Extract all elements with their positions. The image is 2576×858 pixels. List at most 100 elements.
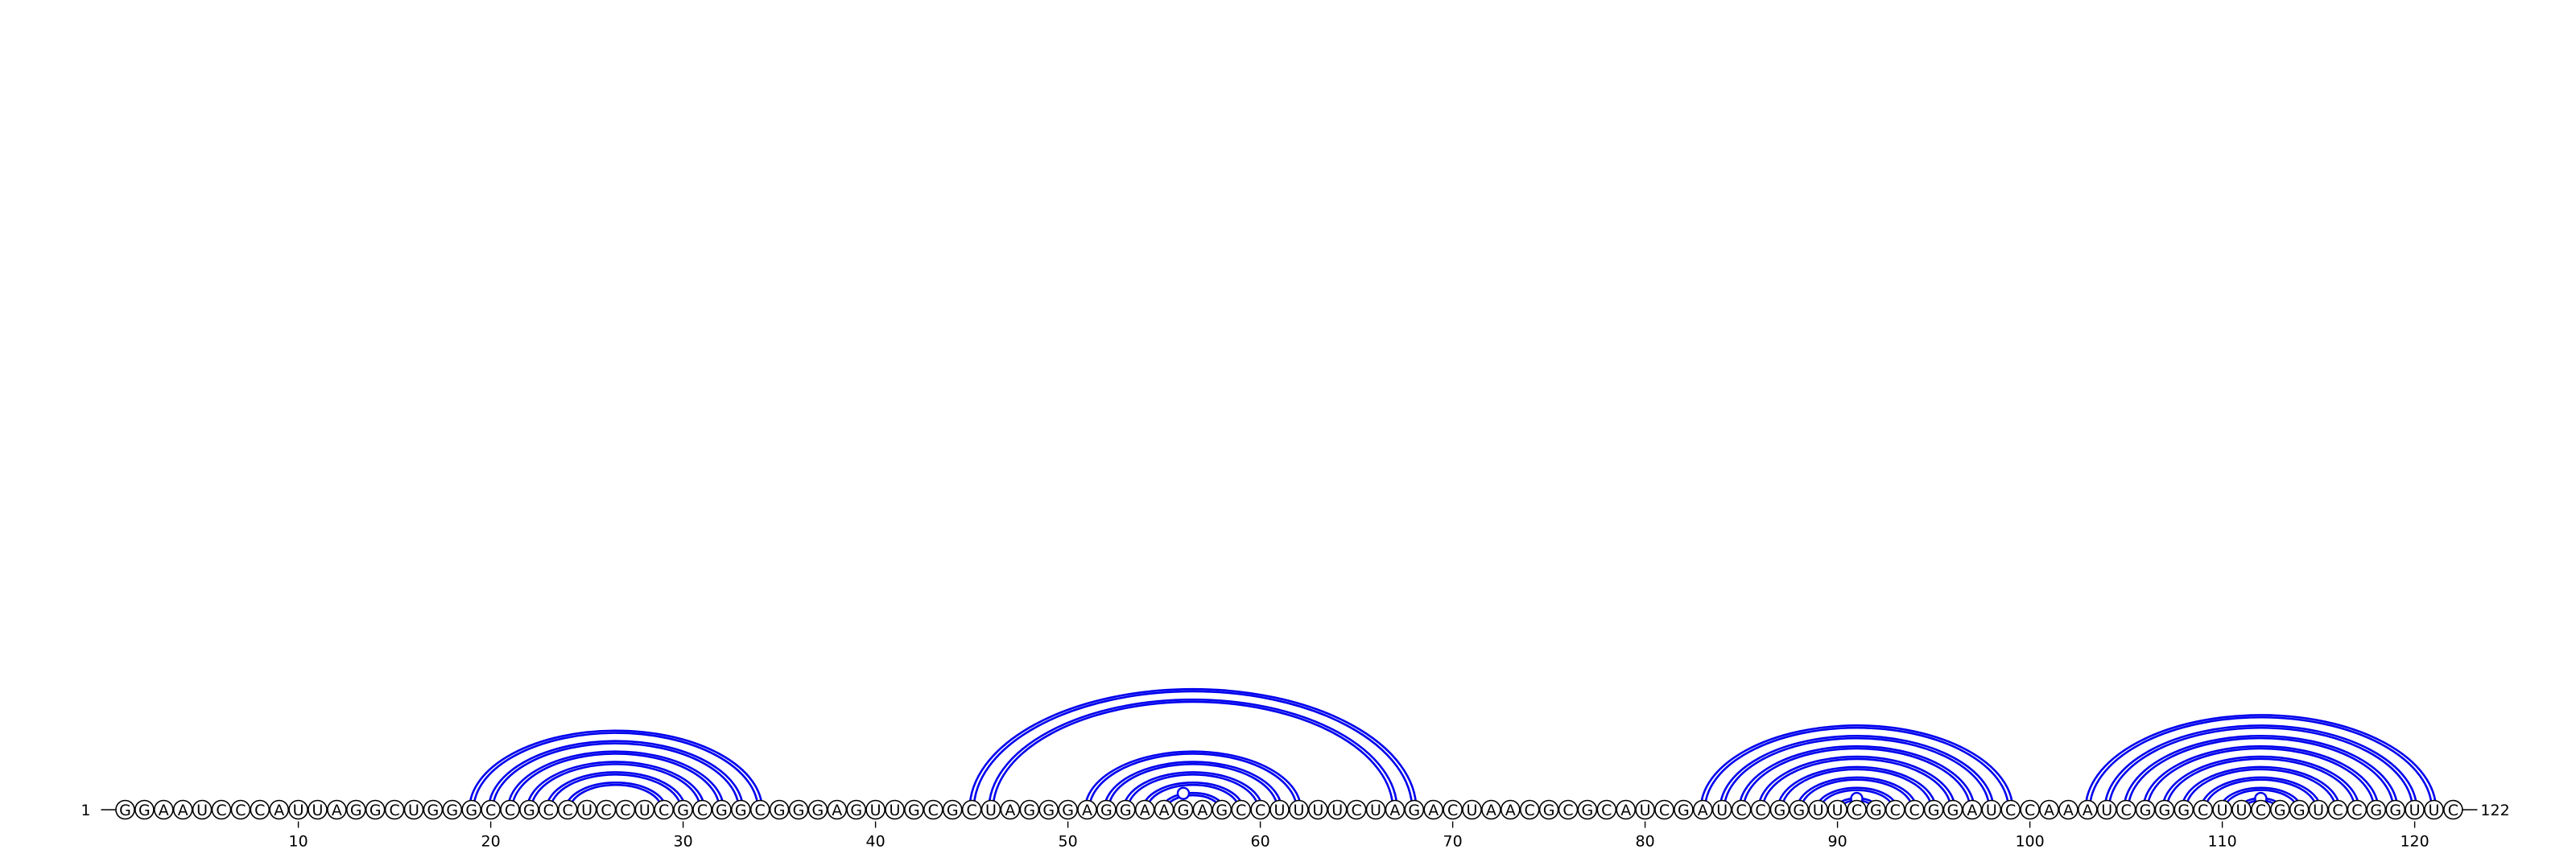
nucleotide-38: A — [827, 799, 848, 820]
nucleotide-25: U — [576, 799, 597, 820]
nucleotide-1: G — [115, 799, 135, 820]
base-pair-arc-103-121 — [2084, 714, 2438, 811]
nucleotide-letter: G — [1947, 802, 1959, 819]
nucleotide-circle — [1769, 799, 1790, 820]
nucleotide-letter: C — [254, 802, 265, 819]
nucleotide-circle — [2289, 799, 2310, 820]
nucleotide-circle — [1365, 799, 1386, 820]
tick-label: 20 — [481, 833, 501, 851]
nucleotide-9: A — [269, 799, 290, 820]
nucleotide-circle — [596, 799, 617, 820]
nucleotide-circle — [980, 799, 1001, 820]
nucleotide-103: A — [2078, 799, 2098, 820]
nucleotide-letter: C — [1736, 802, 1746, 819]
nucleotide-51: A — [1077, 799, 1097, 820]
nucleotide-letter: U — [1312, 802, 1323, 819]
nucleotide-circle — [692, 799, 712, 820]
nucleotide-letter: G — [2140, 802, 2152, 819]
nucleotide-letter: G — [1120, 802, 1132, 819]
nucleotide-circle — [2116, 799, 2136, 820]
nucleotide-letter: U — [1640, 802, 1651, 819]
end-label: 122 — [2480, 802, 2509, 819]
nucleotide-circle — [1116, 799, 1136, 820]
nucleotide-63: U — [1308, 799, 1328, 820]
nucleotide-letter: C — [1563, 802, 1573, 819]
nucleotide-110: U — [2212, 799, 2232, 820]
nucleotide-letter: G — [947, 802, 959, 819]
tick-120: 120 — [2400, 821, 2429, 851]
nucleotide-letter: C — [1447, 802, 1458, 819]
base-pair-arc-85-97 — [1738, 745, 1975, 811]
start-label: 1 — [81, 802, 91, 819]
tick-70: 70 — [1443, 821, 1463, 851]
nucleotide-54: A — [1134, 799, 1155, 820]
nucleotide-circle — [961, 799, 982, 820]
nucleotide-letter: G — [427, 802, 440, 819]
nucleotide-letter: A — [274, 802, 284, 819]
nucleotide-circle — [557, 799, 578, 820]
nucleotide-26: C — [596, 799, 617, 820]
nucleotide-50: G — [1058, 799, 1078, 820]
nucleotide-letter: G — [2389, 802, 2401, 819]
nucleotide-circle — [365, 799, 386, 820]
nucleotide-70: C — [1443, 799, 1463, 820]
nucleotide-21: C — [500, 799, 520, 820]
nucleotide-circle — [2000, 799, 2021, 820]
nucleotide-letter: U — [2429, 802, 2440, 819]
nucleotide-48: G — [1019, 799, 1040, 820]
nucleotide-18: G — [442, 799, 463, 820]
base-pair-arc-104-120 — [2103, 724, 2418, 811]
nucleotide-letter: C — [2351, 802, 2362, 819]
nucleotide-letter: A — [1140, 802, 1150, 819]
nucleotide-31: C — [692, 799, 712, 820]
tick-30: 30 — [674, 821, 693, 851]
nucleotide-40: U — [865, 799, 886, 820]
nucleotide-circle — [2424, 799, 2444, 820]
nucleotide-circle — [2039, 799, 2059, 820]
position-axis: 10 20 30 40 50 60 70 80 90 100 110 120 — [289, 821, 2429, 851]
nucleotide-74: C — [1519, 799, 1540, 820]
nucleotide-23: C — [538, 799, 559, 820]
nucleotide-68: G — [1404, 799, 1425, 820]
nucleotide-letter: C — [697, 802, 708, 819]
nucleotide-32: G — [712, 799, 732, 820]
nucleotide-circle — [807, 799, 828, 820]
base-pair-arc-87-95 — [1777, 765, 1937, 811]
nucleotide-120: U — [2405, 799, 2425, 820]
nucleotide-106: G — [2135, 799, 2156, 820]
nucleotide-circle — [1538, 799, 1559, 820]
nucleotide-116: C — [2327, 799, 2348, 820]
nucleotide-letter: G — [1100, 802, 1113, 819]
nucleotide-64: U — [1327, 799, 1348, 820]
nucleotide-letter: C — [505, 802, 515, 819]
nucleotide-circle — [1404, 799, 1425, 820]
nucleotide-circle — [308, 799, 328, 820]
nucleotide-20: C — [481, 799, 501, 820]
nucleotide-circle — [1134, 799, 1155, 820]
nucleotide-14: G — [365, 799, 386, 820]
nucleotide-12: A — [327, 799, 347, 820]
nucleotide-circle — [461, 799, 482, 820]
nucleotide-circle — [1693, 799, 1713, 820]
nucleotide-81: C — [1654, 799, 1674, 820]
tick-label: 40 — [866, 833, 886, 851]
nucleotide-66: U — [1365, 799, 1386, 820]
nucleotide-90: U — [1827, 799, 1847, 820]
nucleotide-letter: G — [1543, 802, 1555, 819]
nucleotide-letter: G — [812, 802, 824, 819]
nucleotide-circle — [2135, 799, 2156, 820]
nucleotide-letter: U — [870, 802, 881, 819]
nucleotide-letter: G — [2274, 802, 2286, 819]
nucleotide-circle — [1731, 799, 1752, 820]
nucleotide-circle — [1019, 799, 1040, 820]
nucleotide-letter: C — [485, 802, 496, 819]
nucleotide-letter: U — [1370, 802, 1381, 819]
nucleotide-119: G — [2385, 799, 2405, 820]
nucleotide-113: G — [2270, 799, 2290, 820]
nucleotide-78: C — [1596, 799, 1617, 820]
nucleotide-circle — [673, 799, 693, 820]
nucleotide-circle — [115, 799, 135, 820]
nucleotide-circle — [827, 799, 848, 820]
nucleotide-circle — [2096, 799, 2117, 820]
nucleotide-circle — [1173, 799, 1194, 820]
